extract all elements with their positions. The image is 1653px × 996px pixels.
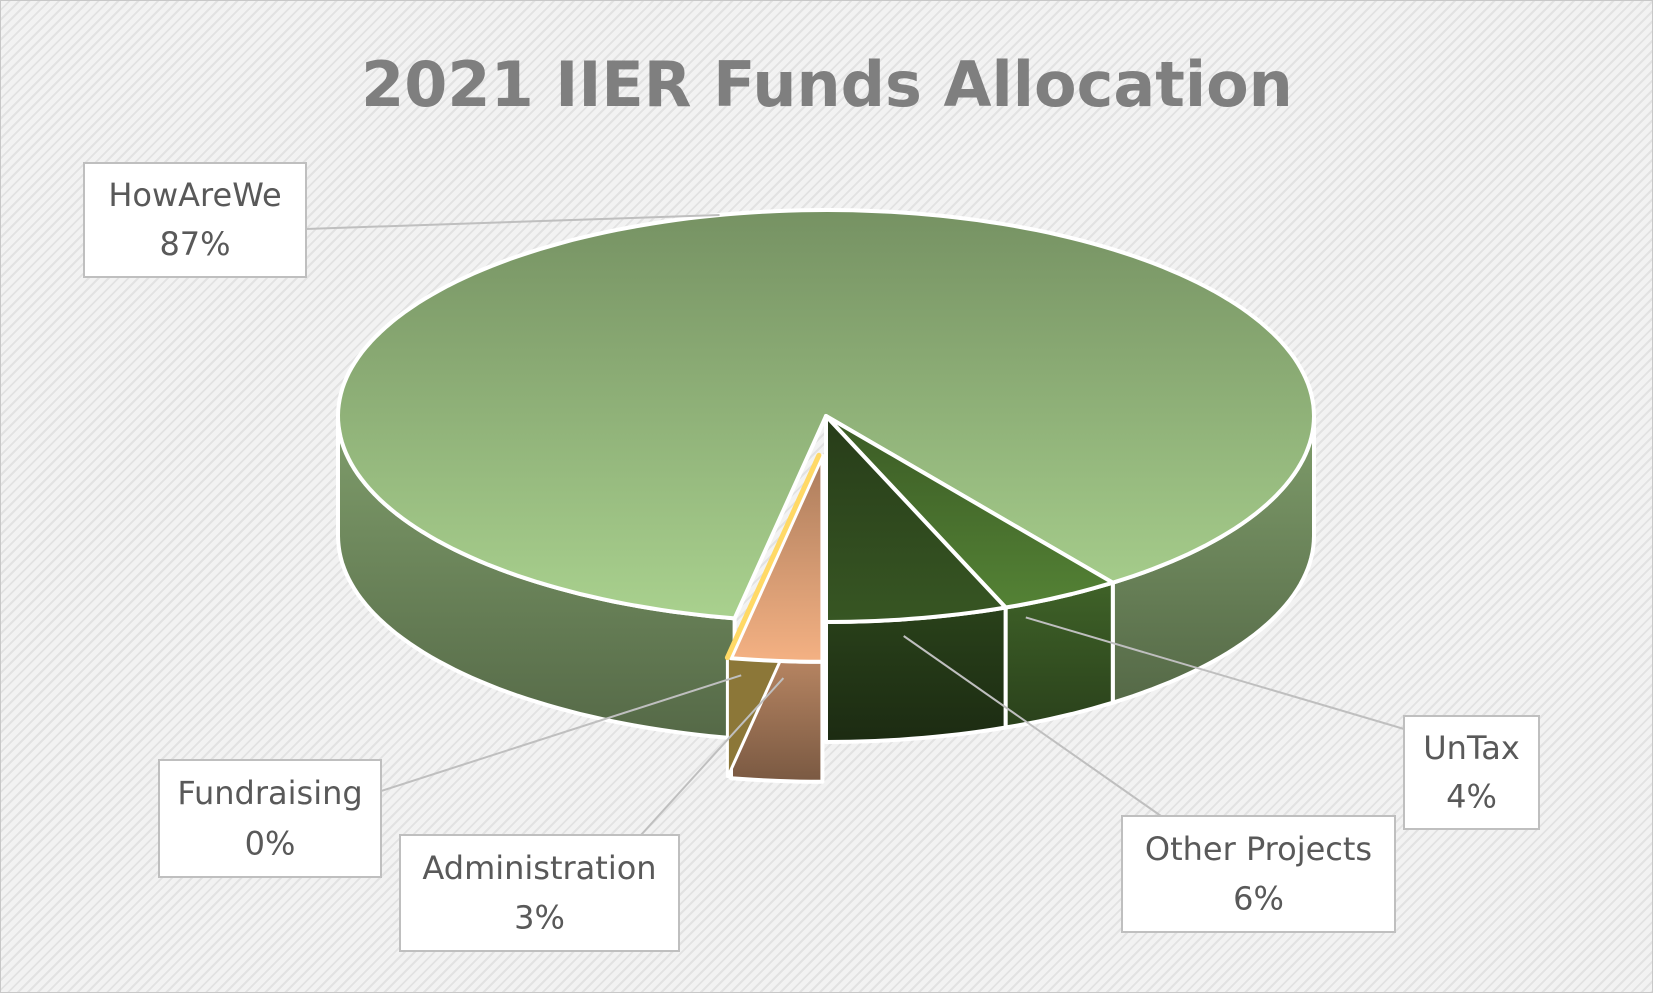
label-box <box>83 162 307 278</box>
label-box <box>399 834 680 952</box>
pie-slice <box>824 414 1115 610</box>
leader-line <box>380 674 742 792</box>
value-label: 6% <box>1233 880 1284 918</box>
leader-line <box>903 635 1162 817</box>
pie-slice <box>824 414 1008 624</box>
label-box <box>1403 715 1540 830</box>
category-label: Administration <box>422 849 656 887</box>
category-label: HowAreWe <box>108 176 281 214</box>
pie-slice <box>724 452 822 661</box>
leader-line <box>305 214 720 230</box>
category-label: UnTax <box>1423 729 1520 767</box>
label-box <box>1121 815 1396 933</box>
value-label: 0% <box>245 824 296 862</box>
chart-title: 2021 IIER Funds Allocation <box>361 48 1293 121</box>
pie-slice <box>729 453 825 664</box>
label-box <box>158 759 382 878</box>
category-label: Other Projects <box>1145 830 1372 868</box>
leader-line <box>1025 616 1405 730</box>
leader-line <box>640 677 785 836</box>
value-label: 4% <box>1446 777 1497 815</box>
category-label: Fundraising <box>177 774 362 812</box>
value-label: 87% <box>159 225 230 263</box>
value-label: 3% <box>514 899 565 937</box>
pie-slice-side <box>824 605 1008 744</box>
